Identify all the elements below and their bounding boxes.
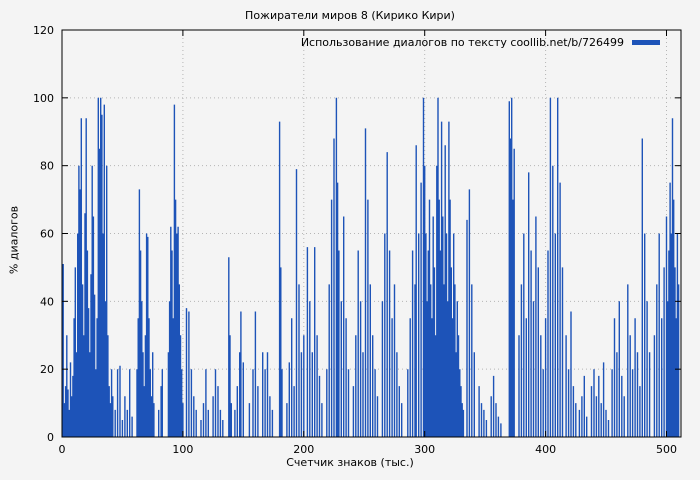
svg-text:0: 0 [59, 443, 66, 456]
legend-label: Использование диалогов по тексту coollib… [300, 36, 624, 49]
y-axis-label: % диалогов [7, 205, 21, 275]
x-axis-label: Счетчик знаков (тыс.) [286, 456, 414, 469]
svg-text:300: 300 [414, 443, 435, 456]
svg-text:120: 120 [33, 24, 54, 37]
svg-text:500: 500 [656, 443, 677, 456]
svg-text:100: 100 [172, 443, 193, 456]
svg-text:80: 80 [40, 160, 54, 173]
svg-text:40: 40 [40, 295, 54, 308]
legend-swatch [632, 40, 660, 45]
svg-text:100: 100 [33, 92, 54, 105]
svg-text:200: 200 [293, 443, 314, 456]
svg-text:60: 60 [40, 228, 54, 241]
svg-text:400: 400 [535, 443, 556, 456]
svg-text:20: 20 [40, 363, 54, 376]
svg-text:0: 0 [47, 431, 54, 444]
legend: Использование диалогов по тексту coollib… [301, 36, 660, 49]
chart-title: Пожиратели миров 8 (Кирико Кири) [245, 9, 455, 22]
